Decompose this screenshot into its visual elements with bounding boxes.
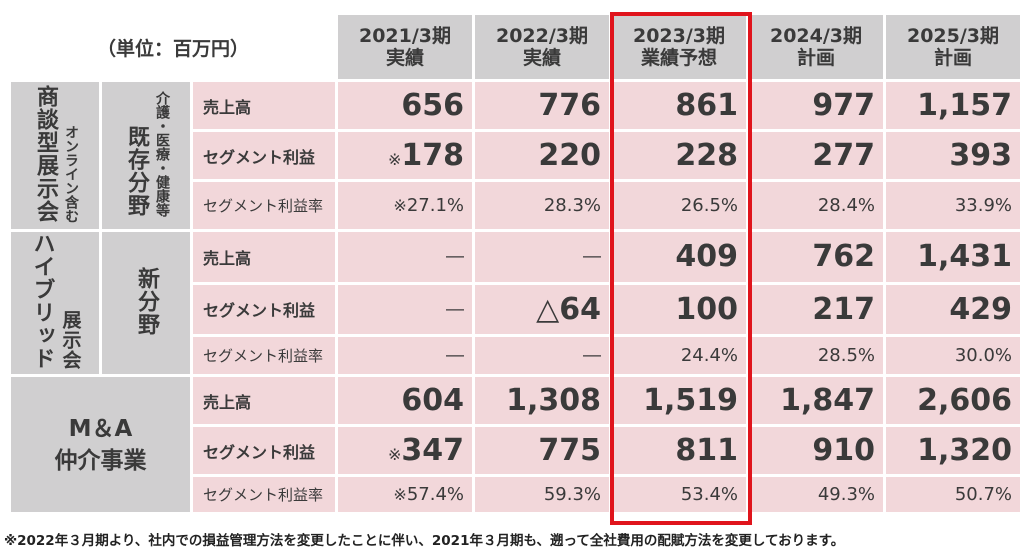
cell: 910: [749, 427, 883, 474]
group-title: 商談型展示会 オンライン含む: [11, 82, 99, 229]
cell: ―: [338, 284, 472, 335]
cell: 53.4%: [612, 477, 746, 512]
cell: ※57.4%: [338, 477, 472, 512]
cell: 1,847: [749, 377, 883, 424]
cell: 2,606: [886, 377, 1020, 424]
cell: 409: [612, 232, 746, 282]
row-label: 売上高: [193, 377, 335, 424]
cell: 30.0%: [886, 337, 1020, 374]
cell: ―: [475, 337, 609, 374]
cell: 977: [749, 82, 883, 129]
row-label: 売上高: [193, 82, 335, 129]
subgroup-title: 既存分野 介護・医療・健康等: [102, 82, 190, 229]
cell: ※347: [338, 427, 472, 474]
col-header: 2024/3期 計画: [749, 15, 883, 79]
forecast-highlight-box: [610, 12, 752, 525]
cell: ※27.1%: [338, 182, 472, 229]
col-header: 2023/3期 業績予想: [612, 15, 746, 79]
cell: 24.4%: [612, 337, 746, 374]
cell: 861: [612, 82, 746, 129]
cell: △64: [475, 284, 609, 335]
cell: 220: [475, 132, 609, 179]
cell: 429: [886, 284, 1020, 335]
row-label: セグメント利益: [193, 284, 335, 335]
cell: 1,308: [475, 377, 609, 424]
group-title: M＆A 仲介事業: [11, 377, 190, 512]
cell: 1,431: [886, 232, 1020, 282]
cell: 49.3%: [749, 477, 883, 512]
row-label: 売上高: [193, 232, 335, 282]
cell: 277: [749, 132, 883, 179]
row-label: セグメント利益: [193, 427, 335, 474]
cell: 604: [338, 377, 472, 424]
cell: 59.3%: [475, 477, 609, 512]
row-label: セグメント利益率: [193, 477, 335, 512]
cell: 811: [612, 427, 746, 474]
cell: 393: [886, 132, 1020, 179]
cell: 217: [749, 284, 883, 335]
cell: ―: [475, 232, 609, 282]
cell: 28.4%: [749, 182, 883, 229]
col-header: 2025/3期 計画: [886, 15, 1020, 79]
cell: 656: [338, 82, 472, 129]
cell: 50.7%: [886, 477, 1020, 512]
row-label: セグメント利益率: [193, 337, 335, 374]
cell: 776: [475, 82, 609, 129]
cell: 100: [612, 284, 746, 335]
col-header: 2021/3期 実績: [338, 15, 472, 79]
cell: 28.5%: [749, 337, 883, 374]
row-label: セグメント利益率: [193, 182, 335, 229]
cell: 26.5%: [612, 182, 746, 229]
unit-label: （単位：百万円）: [96, 37, 249, 60]
subgroup-title: 新分野: [102, 232, 190, 374]
cell: 775: [475, 427, 609, 474]
cell: 1,157: [886, 82, 1020, 129]
row-label: セグメント利益: [193, 132, 335, 179]
cell: ―: [338, 337, 472, 374]
footnote: ※2022年３月期より、社内での損益管理方法を変更したことに伴い、2021年３月…: [4, 533, 845, 549]
cell: 762: [749, 232, 883, 282]
col-header: 2022/3期 実績: [475, 15, 609, 79]
segment-table: （単位：百万円） 2021/3期 実績 2022/3期 実績 2023/3期 業績予想…: [8, 12, 1023, 515]
cell: 28.3%: [475, 182, 609, 229]
cell: ※178: [338, 132, 472, 179]
cell: 228: [612, 132, 746, 179]
group-title: ハイブリッド 展示会: [11, 232, 99, 374]
cell: 1,519: [612, 377, 746, 424]
cell: 33.9%: [886, 182, 1020, 229]
cell: ―: [338, 232, 472, 282]
cell: 1,320: [886, 427, 1020, 474]
